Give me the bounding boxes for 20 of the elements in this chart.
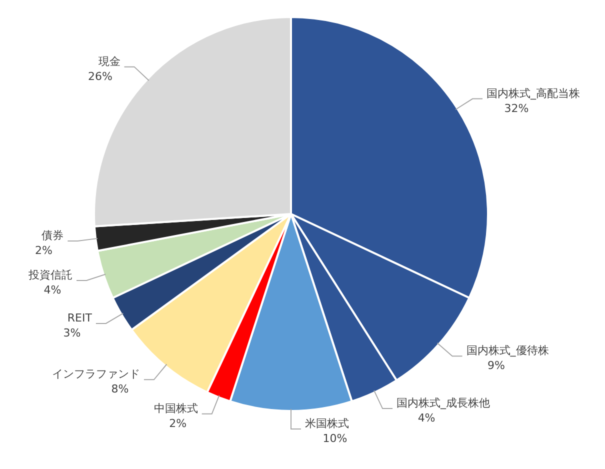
data-label: 32% (504, 102, 529, 115)
slice-label: 国内株式_高配当株 (486, 86, 580, 100)
slice-label: 投資信託 (28, 268, 73, 282)
slice-label: 債券 (42, 228, 64, 242)
slice-label: 米国株式 (305, 417, 349, 430)
data-label: 8% (111, 382, 129, 396)
slice-label: 国内株式_優待株 (466, 344, 549, 358)
data-label: 3% (63, 326, 81, 340)
data-label: 4% (418, 412, 436, 425)
slice-label: インフラファンド (52, 368, 140, 381)
slice-label: 国内株式_成長株他 (396, 396, 490, 410)
data-label: 2% (169, 416, 187, 430)
slice-label: 中国株式 (154, 402, 198, 415)
data-label: 9% (488, 359, 505, 372)
data-label: 2% (34, 244, 52, 257)
slice-label: 現金 (98, 54, 120, 68)
data-label: 10% (322, 432, 348, 445)
data-label: 26% (88, 70, 112, 83)
slice-label: REIT (67, 311, 92, 324)
data-label: 4% (44, 283, 62, 296)
